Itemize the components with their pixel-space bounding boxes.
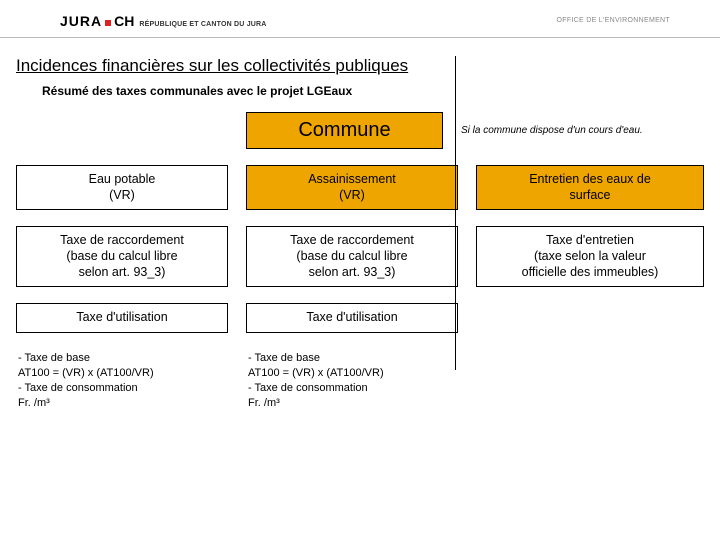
col2-taxe-utilisation: Taxe d'utilisation [246, 303, 458, 333]
col1-formula: - Taxe de base AT100 = (VR) x (AT100/VR)… [16, 349, 228, 410]
logo-subtitle: RÉPUBLIQUE ET CANTON DU JURA [139, 21, 266, 28]
column-eau-potable: Eau potable (VR) Taxe de raccordement (b… [16, 165, 228, 411]
col1-taxe-utilisation: Taxe d'utilisation [16, 303, 228, 333]
col2-header: Assainissement (VR) [246, 165, 458, 210]
logo: JURA CH RÉPUBLIQUE ET CANTON DU JURA [60, 13, 267, 29]
commune-row: Commune Si la commune dispose d'un cours… [16, 112, 704, 149]
commune-note: Si la commune dispose d'un cours d'eau. [461, 125, 704, 136]
col3-header: Entretien des eaux de surface [476, 165, 704, 210]
subtitle: Résumé des taxes communales avec le proj… [42, 84, 720, 98]
col1-header: Eau potable (VR) [16, 165, 228, 210]
commune-box: Commune [246, 112, 443, 149]
column-assainissement: Assainissement (VR) Taxe de raccordement… [246, 165, 458, 411]
diagram: Commune Si la commune dispose d'un cours… [0, 112, 720, 421]
logo-ch-text: CH [114, 13, 134, 29]
column-entretien: Entretien des eaux de surface Taxe d'ent… [476, 165, 704, 411]
logo-main-text: JURA [60, 13, 102, 29]
col2-taxe-raccordement: Taxe de raccordement (base du calcul lib… [246, 226, 458, 287]
logo-red-square-icon [105, 20, 111, 26]
col1-taxe-raccordement: Taxe de raccordement (base du calcul lib… [16, 226, 228, 287]
office-label: OFFICE DE L'ENVIRONNEMENT [557, 17, 670, 24]
col2-formula: - Taxe de base AT100 = (VR) x (AT100/VR)… [246, 349, 458, 410]
vertical-divider [455, 56, 456, 370]
col3-taxe-entretien: Taxe d'entretien (taxe selon la valeur o… [476, 226, 704, 287]
page-title: Incidences financières sur les collectiv… [16, 56, 720, 76]
columns-container: Eau potable (VR) Taxe de raccordement (b… [16, 165, 704, 411]
page-header: JURA CH RÉPUBLIQUE ET CANTON DU JURA OFF… [0, 0, 720, 38]
